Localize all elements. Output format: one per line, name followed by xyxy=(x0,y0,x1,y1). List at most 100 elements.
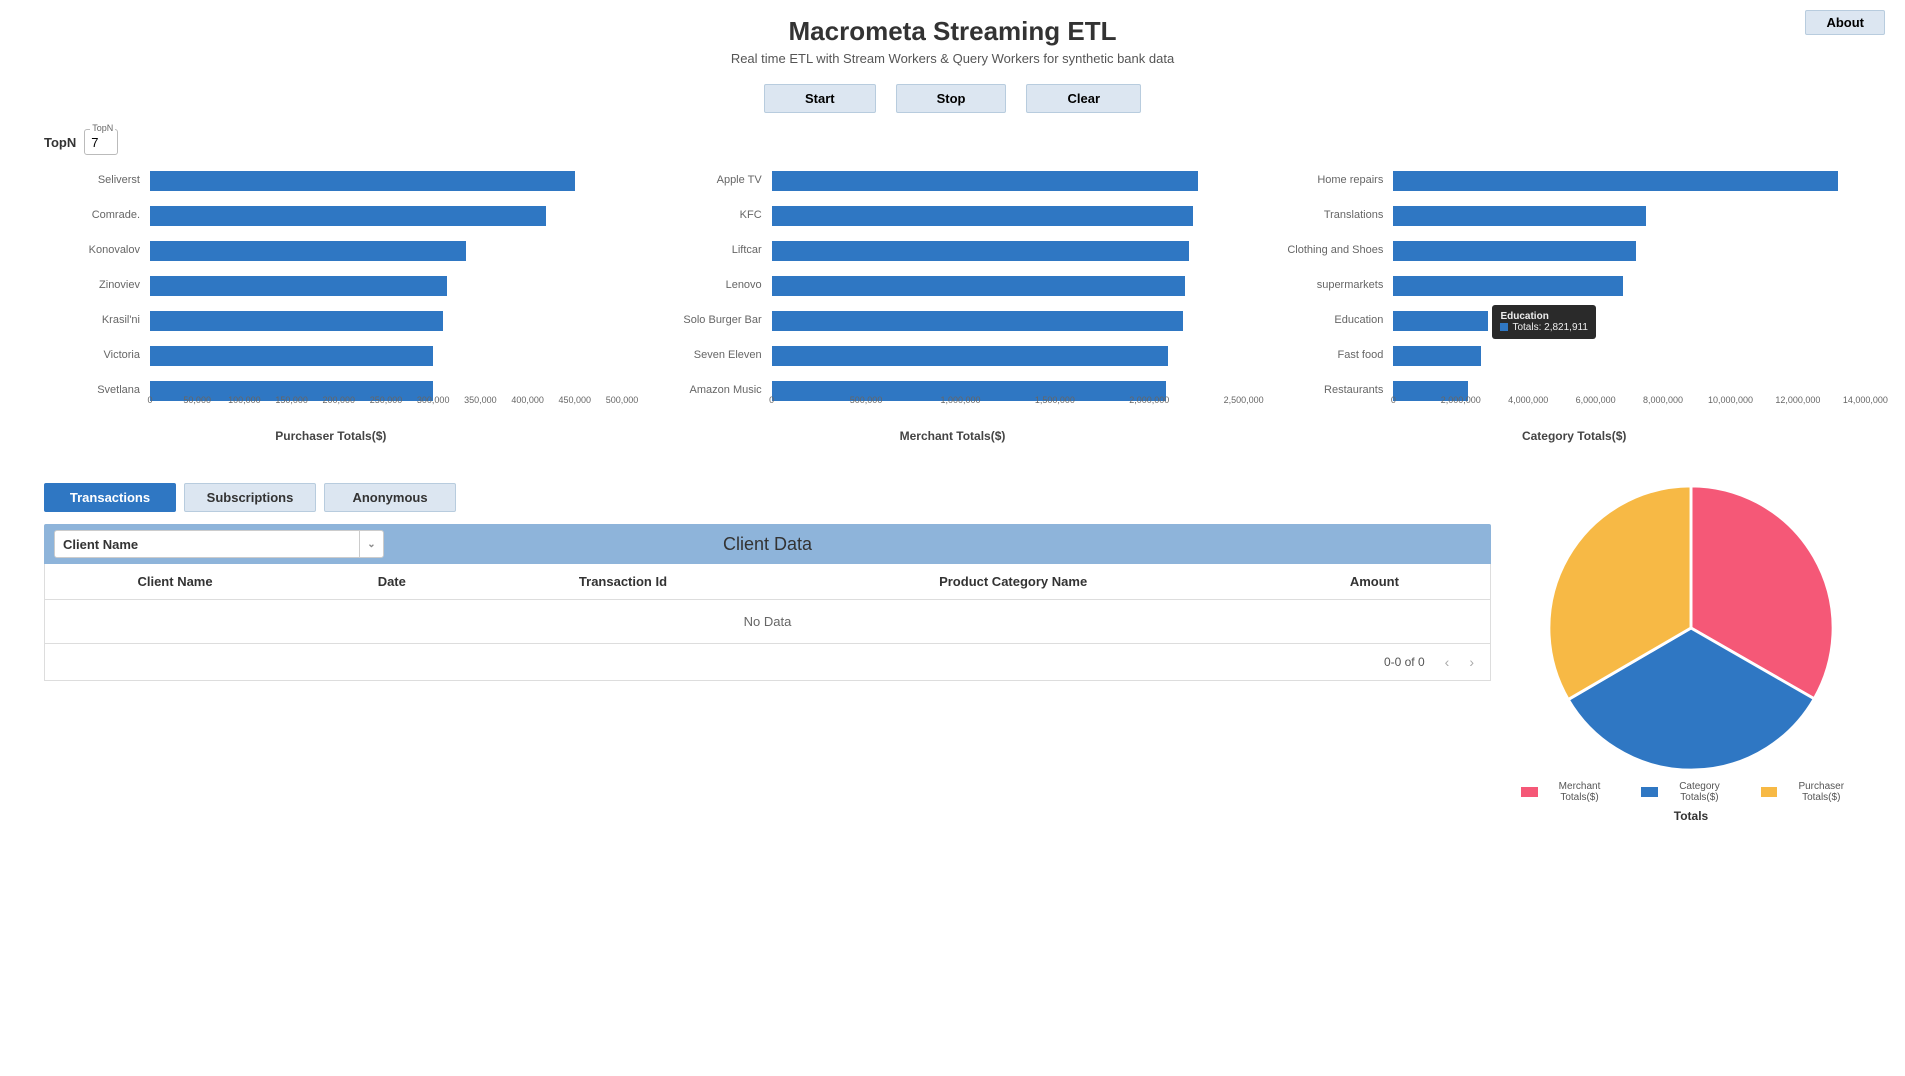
page-title: Macrometa Streaming ETL xyxy=(0,16,1905,47)
table-column-header: Date xyxy=(305,564,478,599)
bar-label: supermarkets xyxy=(1283,279,1383,291)
x-tick: 400,000 xyxy=(511,395,544,405)
x-tick: 12,000,000 xyxy=(1775,395,1820,405)
bar-label: Fast food xyxy=(1283,349,1383,361)
pager-text: 0-0 of 0 xyxy=(1384,655,1425,669)
bar xyxy=(150,311,443,331)
tab-subscriptions[interactable]: Subscriptions xyxy=(184,483,316,512)
pager-next-icon[interactable]: › xyxy=(1469,654,1474,670)
tab-anonymous[interactable]: Anonymous xyxy=(324,483,456,512)
legend-item: Purchaser Totals($) xyxy=(1761,781,1861,803)
pie-title: Totals xyxy=(1521,809,1861,823)
topn-mini-label: TopN xyxy=(90,123,115,133)
controls-bar: Start Stop Clear xyxy=(0,84,1905,113)
about-button[interactable]: About xyxy=(1805,10,1885,35)
bar xyxy=(150,171,575,191)
client-data-title: Client Data xyxy=(723,534,812,555)
x-tick: 4,000,000 xyxy=(1508,395,1548,405)
x-tick: 0 xyxy=(1391,395,1396,405)
bar-label: Education xyxy=(1283,314,1383,326)
tabs: Transactions Subscriptions Anonymous xyxy=(44,483,1491,512)
bar-label: Restaurants xyxy=(1283,384,1383,396)
legend-item: Category Totals($) xyxy=(1641,781,1736,803)
bar xyxy=(1393,276,1622,296)
x-tick: 250,000 xyxy=(370,395,403,405)
bar-label: Comrade. xyxy=(40,209,140,221)
bar xyxy=(1393,241,1636,261)
x-tick: 300,000 xyxy=(417,395,450,405)
legend-label: Category Totals($) xyxy=(1662,781,1737,803)
merchant-chart: Apple TV KFC Liftcar Lenovo Solo Burger Bar S… xyxy=(662,165,1244,443)
bar xyxy=(772,276,1185,296)
x-tick: 450,000 xyxy=(559,395,592,405)
pager-prev-icon[interactable]: ‹ xyxy=(1445,654,1450,670)
bar-label: Lenovo xyxy=(662,279,762,291)
bar xyxy=(150,276,447,296)
pie-svg xyxy=(1546,483,1836,773)
client-select[interactable]: Client Name ⌄ xyxy=(54,530,384,558)
x-tick: 6,000,000 xyxy=(1576,395,1616,405)
category-chart: Home repairsTranslationsClothing and Sho… xyxy=(1283,165,1865,443)
bar xyxy=(772,171,1199,191)
purchaser-chart: SeliverstComrade.KonovalovZinovievKrasil… xyxy=(40,165,622,443)
bar-label: Seliverst xyxy=(40,174,140,186)
legend-label: Merchant Totals($) xyxy=(1542,781,1618,803)
page-subtitle: Real time ETL with Stream Workers & Quer… xyxy=(0,51,1905,66)
topn-row: TopN TopN xyxy=(0,129,1905,155)
x-tick: 50,000 xyxy=(183,395,211,405)
bar xyxy=(150,241,466,261)
table-header: Client NameDateTransaction IdProduct Cat… xyxy=(45,564,1490,600)
bar xyxy=(1393,206,1646,226)
table-column-header: Product Category Name xyxy=(767,564,1258,599)
bar-label: KFC xyxy=(662,209,762,221)
client-select-placeholder: Client Name xyxy=(63,537,138,552)
bar-label: Victoria xyxy=(40,349,140,361)
header: About Macrometa Streaming ETL Real time … xyxy=(0,0,1905,74)
x-tick: 500,000 xyxy=(606,395,639,405)
bar xyxy=(772,206,1193,226)
stop-button[interactable]: Stop xyxy=(896,84,1007,113)
bar xyxy=(772,241,1189,261)
start-button[interactable]: Start xyxy=(764,84,876,113)
bar-label: Liftcar xyxy=(662,244,762,256)
x-tick: 0 xyxy=(769,395,774,405)
chart-tooltip: EducationTotals: 2,821,911 xyxy=(1492,305,1595,339)
topn-label: TopN xyxy=(44,135,76,150)
legend-item: Merchant Totals($) xyxy=(1521,781,1617,803)
x-tick: 10,000,000 xyxy=(1708,395,1753,405)
x-tick: 2,000,000 xyxy=(1441,395,1481,405)
clear-button[interactable]: Clear xyxy=(1026,84,1141,113)
bar xyxy=(772,346,1168,366)
x-tick: 2,500,000 xyxy=(1224,395,1264,405)
x-tick: 150,000 xyxy=(275,395,308,405)
legend-swatch xyxy=(1641,787,1658,797)
bar-label: Seven Eleven xyxy=(662,349,762,361)
bar-label: Apple TV xyxy=(662,174,762,186)
x-tick: 350,000 xyxy=(464,395,497,405)
bar-label: Krasil'ni xyxy=(40,314,140,326)
chevron-down-icon: ⌄ xyxy=(359,531,383,557)
bar-label: Translations xyxy=(1283,209,1383,221)
bar-label: Solo Burger Bar xyxy=(662,314,762,326)
x-tick: 0 xyxy=(147,395,152,405)
client-header: Client Name ⌄ Client Data xyxy=(44,524,1491,564)
client-table: Client NameDateTransaction IdProduct Cat… xyxy=(44,564,1491,681)
bar xyxy=(1393,311,1488,331)
x-tick: 8,000,000 xyxy=(1643,395,1683,405)
x-tick: 200,000 xyxy=(323,395,356,405)
legend-label: Purchaser Totals($) xyxy=(1781,781,1861,803)
bar-label: Home repairs xyxy=(1283,174,1383,186)
table-column-header: Transaction Id xyxy=(478,564,767,599)
category-chart-title: Category Totals($) xyxy=(1283,429,1865,443)
merchant-chart-title: Merchant Totals($) xyxy=(662,429,1244,443)
lower-row: Transactions Subscriptions Anonymous Cli… xyxy=(0,463,1905,853)
table-footer: 0-0 of 0 ‹ › xyxy=(45,644,1490,680)
bar xyxy=(150,346,433,366)
x-tick: 2,000,000 xyxy=(1129,395,1169,405)
bar xyxy=(150,206,546,226)
tab-transactions[interactable]: Transactions xyxy=(44,483,176,512)
x-tick: 1,000,000 xyxy=(940,395,980,405)
x-tick: 100,000 xyxy=(228,395,261,405)
pie-chart: Merchant Totals($) Category Totals($) Purc… xyxy=(1521,483,1861,823)
purchaser-chart-title: Purchaser Totals($) xyxy=(40,429,622,443)
